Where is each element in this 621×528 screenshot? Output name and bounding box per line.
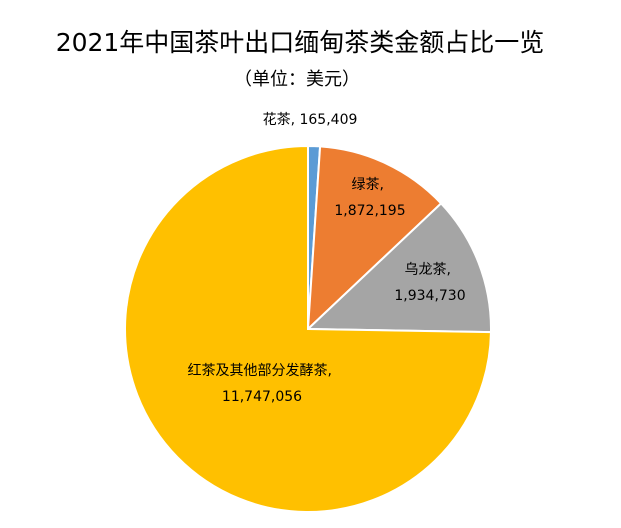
chart-subtitle: （单位：美元） — [234, 69, 360, 90]
data-label-line: 红茶及其他部分发酵茶, — [188, 363, 337, 379]
data-label: 红茶及其他部分发酵茶, 11,747,056 — [188, 363, 337, 405]
data-label-line: 11,747,056 — [222, 389, 302, 405]
data-label-line: 1,934,730 — [394, 288, 465, 304]
pie-slice — [306, 145, 443, 332]
pie-slice — [305, 201, 492, 334]
data-label: 乌龙茶, 1,934,730 — [394, 262, 465, 304]
data-label-line: 绿茶, — [352, 177, 389, 193]
data-label-line: 乌龙茶, — [405, 262, 456, 278]
data-label: 绿茶, 1,872,195 — [334, 177, 405, 219]
data-label-line: 1,872,195 — [334, 203, 405, 219]
chart-title: 2021年中国茶叶出口缅甸茶类金额占比一览 — [56, 28, 545, 57]
pie-slice — [124, 144, 492, 513]
data-label: 花茶, 165,409 — [263, 112, 358, 128]
